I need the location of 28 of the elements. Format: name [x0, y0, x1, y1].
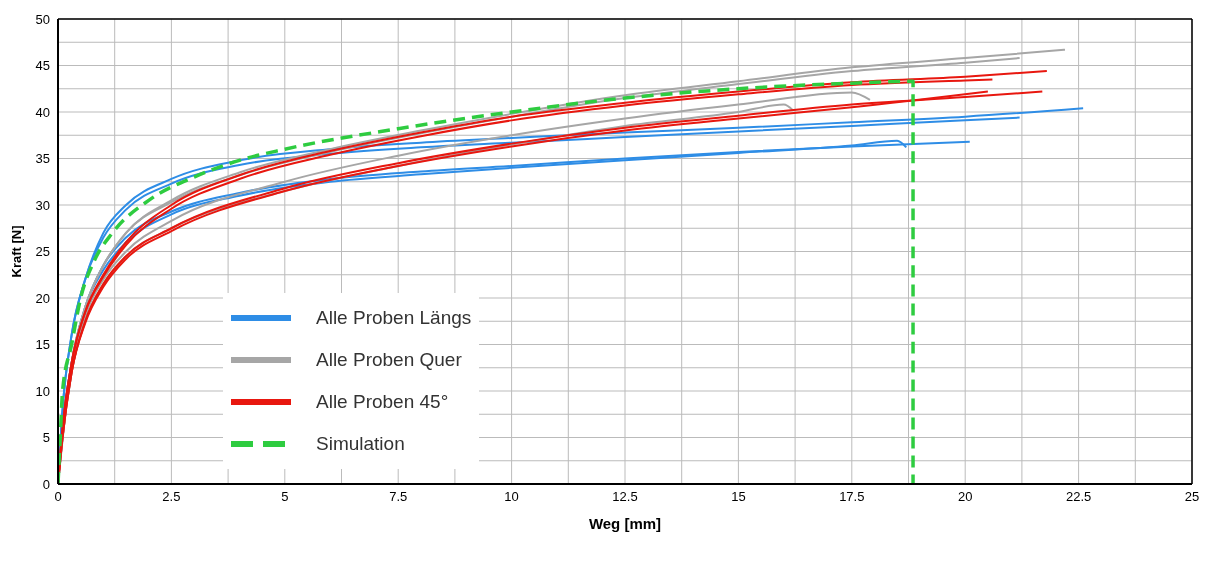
x-tick-label: 22.5: [1065, 489, 1092, 505]
legend-label: Simulation: [316, 433, 405, 455]
legend-label: Alle Proben Längs: [316, 307, 472, 329]
x-tick-label: 5: [281, 489, 289, 505]
y-tick-label: 0: [42, 476, 50, 492]
x-tick-label: 12.5: [612, 489, 638, 505]
y-tick-label: 20: [35, 290, 50, 306]
y-tick-label: 35: [35, 151, 50, 167]
y-tick-label: 5: [42, 430, 50, 446]
legend-label: Alle Proben 45°: [316, 391, 449, 413]
x-tick-label: 10: [504, 489, 519, 505]
y-tick-label: 45: [35, 58, 50, 74]
x-tick-label: 20: [957, 489, 973, 505]
x-tick-label: 25: [1184, 489, 1200, 505]
x-tick-label: 15: [731, 489, 746, 505]
y-tick-label: 40: [35, 104, 50, 120]
y-tick-label: 30: [35, 197, 50, 213]
x-tick-label: 0: [54, 489, 62, 505]
y-tick-label: 50: [35, 11, 50, 27]
legend-label: Alle Proben Quer: [316, 349, 462, 371]
x-tick-label: 2.5: [162, 489, 181, 505]
y-tick-label: 10: [35, 383, 50, 399]
y-axis-title: Kraft [N]: [8, 225, 24, 278]
x-tick-label: 17.5: [839, 489, 865, 505]
y-tick-label: 15: [35, 337, 50, 353]
x-axis-title: Weg [mm]: [588, 515, 662, 532]
y-tick-label: 25: [35, 244, 50, 260]
x-tick-label: 7.5: [389, 489, 408, 505]
